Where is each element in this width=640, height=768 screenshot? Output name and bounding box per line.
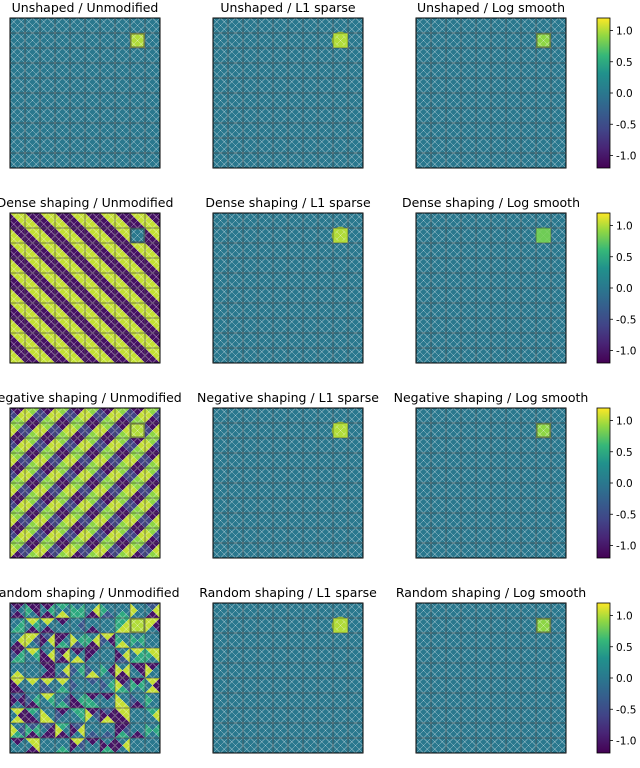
panel-frame (415, 212, 567, 364)
panel-10: Random shaping / Unmodified (0, 585, 180, 754)
panel-3: Unshaped / Log smooth (415, 0, 567, 169)
panel-title: Dense shaping / Log smooth (402, 195, 580, 210)
panel-frame (212, 212, 364, 364)
panel-5: Dense shaping / L1 sparse (205, 195, 371, 364)
panel-frame (9, 212, 161, 364)
panel-7: Negative shaping / Unmodified (0, 390, 182, 559)
panel-4: Dense shaping / Unmodified (0, 195, 173, 364)
panel-8: Negative shaping / L1 sparse (197, 390, 379, 559)
panel-title: Dense shaping / Unmodified (0, 195, 173, 210)
panel-2: Unshaped / L1 sparse (212, 0, 364, 169)
panel-frame (415, 17, 567, 169)
goal-marker (130, 228, 145, 243)
panel-frame (212, 17, 364, 169)
panel-title: Unshaped / L1 sparse (220, 0, 356, 15)
panel-title: Unshaped / Log smooth (417, 0, 565, 15)
panel-title: Random shaping / Unmodified (0, 585, 180, 600)
panel-9: Negative shaping / Log smooth (394, 390, 589, 559)
panel-frame (9, 17, 161, 169)
panel-title: Negative shaping / Log smooth (394, 390, 589, 405)
panel-title: Unshaped / Unmodified (12, 0, 159, 15)
panel-1: Unshaped / Unmodified (9, 0, 161, 169)
panel-title: Negative shaping / L1 sparse (197, 390, 379, 405)
panel-title: Negative shaping / Unmodified (0, 390, 182, 405)
goal-marker (535, 227, 552, 244)
goal-marker (130, 423, 145, 438)
panel-title: Dense shaping / L1 sparse (205, 195, 371, 210)
panel-6: Dense shaping / Log smooth (402, 195, 580, 364)
goal-marker (130, 33, 145, 48)
goal-marker (536, 33, 551, 48)
